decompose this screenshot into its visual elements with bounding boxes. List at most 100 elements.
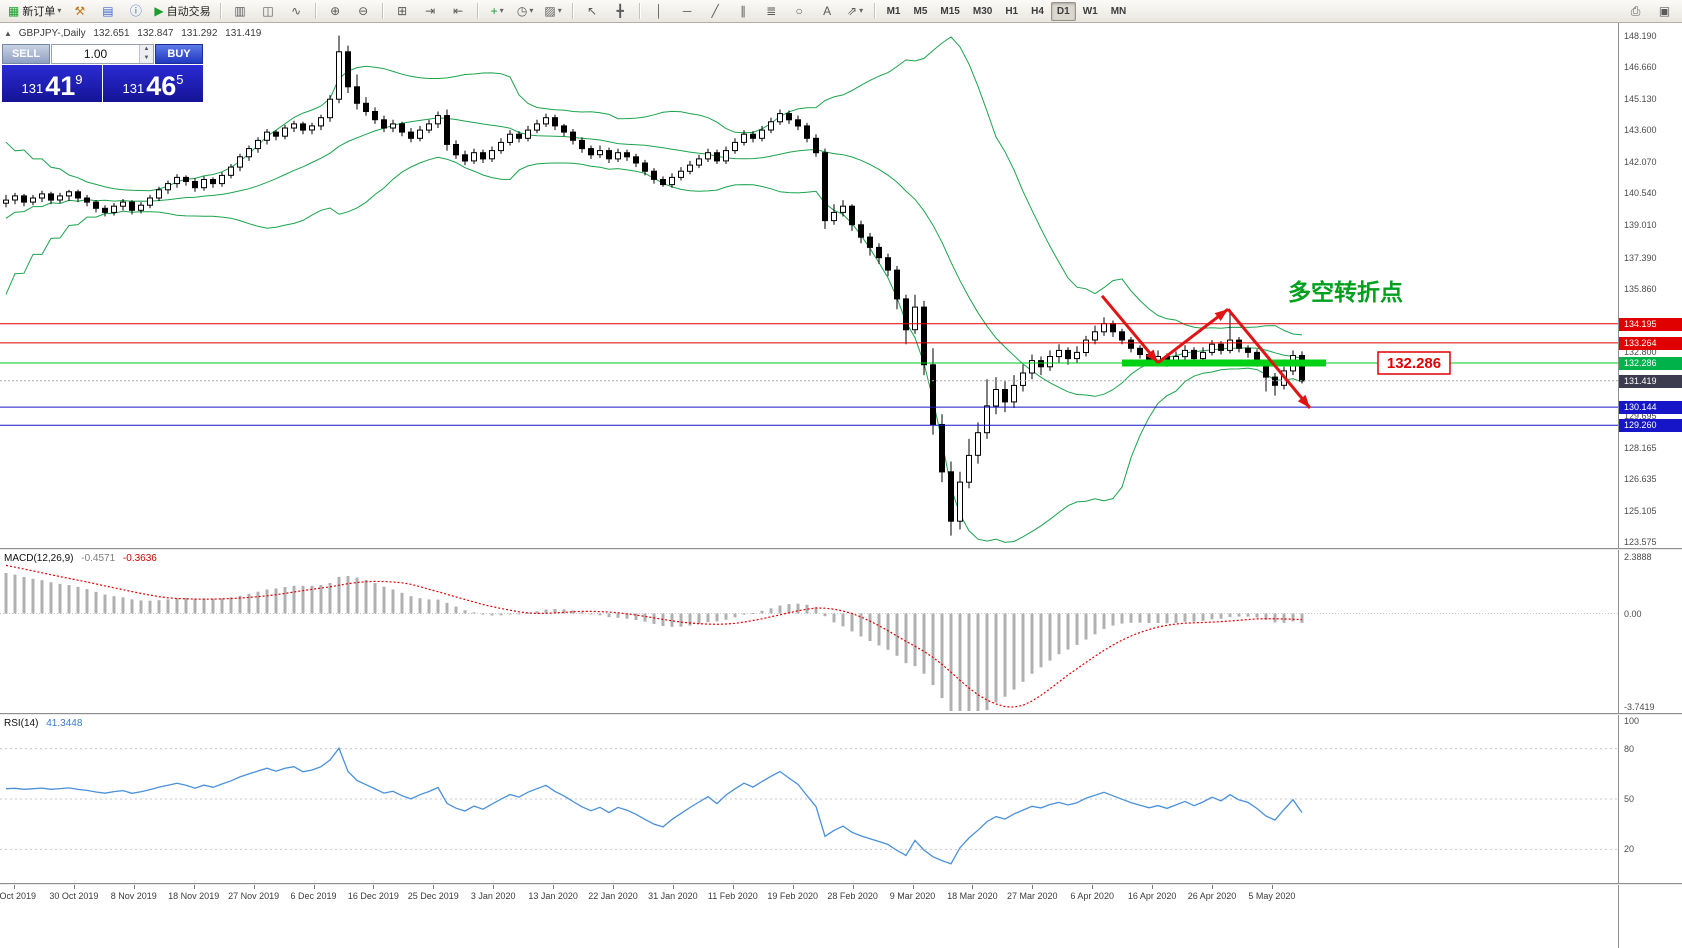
- templates-button[interactable]: ▨ ▾: [540, 1, 567, 22]
- timeframe-button-w1[interactable]: W1: [1082, 5, 1098, 17]
- new-window-button[interactable]: ▣: [1651, 1, 1678, 22]
- candlestick-icon: ◫: [262, 4, 274, 18]
- date-label: 9 Mar 2020: [889, 891, 936, 901]
- candlestick-chart-button[interactable]: ◫: [255, 1, 282, 22]
- rsi-pane[interactable]: [0, 715, 1618, 883]
- timeframe-button-m30[interactable]: M30: [972, 5, 993, 17]
- chart-shift-button[interactable]: ⇤: [445, 1, 472, 22]
- trend-arrows[interactable]: [1100, 294, 1312, 409]
- price-callout-box[interactable]: [1377, 351, 1451, 375]
- price-axis-label: 129.695: [1624, 411, 1657, 422]
- sell-price-display[interactable]: 131 41 9: [2, 65, 102, 102]
- price-axis[interactable]: 148.190 146.660 145.130 143.600 142.070 140.5…: [1618, 23, 1682, 948]
- timeframe-button-m5[interactable]: M5: [913, 5, 928, 17]
- close-value: 131.419: [225, 28, 262, 39]
- periods-button[interactable]: ◷ ▾: [512, 1, 539, 22]
- auto-scroll-button[interactable]: ⇥: [417, 1, 444, 22]
- horizontal-line-button[interactable]: ─: [674, 1, 701, 22]
- zoom-in-button[interactable]: ⊕: [322, 1, 349, 22]
- pane-separator[interactable]: [0, 713, 1682, 715]
- time-axis-tick: [493, 885, 495, 889]
- date-label: 22 Jan 2020: [588, 891, 638, 901]
- timeframe-button-mn[interactable]: MN: [1110, 5, 1127, 17]
- sell-price-figure: 131: [21, 81, 44, 96]
- date-label: 5 May 2020: [1248, 891, 1296, 901]
- date-label: 27 Nov 2019: [228, 891, 280, 901]
- bar-chart-button[interactable]: ▥: [227, 1, 254, 22]
- timeframe-button-m1[interactable]: M1: [886, 5, 901, 17]
- chevron-down-icon: ▾: [499, 6, 504, 15]
- timeframe-button-m15[interactable]: M15: [940, 5, 960, 17]
- bollinger-bands: [5, 36, 1303, 543]
- support-zone-bar[interactable]: [1122, 359, 1326, 367]
- time-axis[interactable]: 1 Oct 2019 30 Oct 2019 8 Nov 2019 18 Nov 20…: [0, 885, 1618, 948]
- fibonacci-icon: ≣: [766, 4, 777, 18]
- time-axis-tick: [1152, 885, 1154, 889]
- text-tool-button[interactable]: A: [814, 1, 841, 22]
- macd-axis-min: -3.7419: [1624, 702, 1655, 712]
- indicators-button[interactable]: + ▾: [484, 1, 511, 22]
- fibonacci-button[interactable]: ≣: [758, 1, 785, 22]
- price-tag-131.419: 131.419: [1619, 374, 1682, 388]
- sell-button[interactable]: SELL: [2, 44, 50, 64]
- macd-pane[interactable]: [0, 550, 1618, 713]
- print-button[interactable]: ⎙: [1622, 1, 1649, 22]
- line-chart-icon: ∿: [291, 4, 302, 18]
- pane-separator[interactable]: [0, 548, 1682, 550]
- vertical-line-button[interactable]: │: [646, 1, 673, 22]
- shapes-button[interactable]: ○: [786, 1, 813, 22]
- new-order-button[interactable]: ▦ 新订单 ▾: [4, 1, 65, 22]
- price-tag-133.264: 133.264: [1619, 336, 1682, 350]
- tile-windows-button[interactable]: ⊞: [389, 1, 416, 22]
- buy-price-pips: 46: [146, 71, 177, 101]
- price-axis-label: 143.600: [1624, 125, 1657, 136]
- chevron-down-icon: ▾: [57, 6, 62, 15]
- high-value: 132.847: [137, 28, 174, 39]
- date-label: 1 Oct 2019: [0, 891, 37, 901]
- volume-field[interactable]: 1.00 ▲ ▼: [51, 44, 154, 64]
- pane-separator[interactable]: [0, 883, 1682, 885]
- date-label: 3 Jan 2020: [470, 891, 516, 901]
- rsi-axis-label: 80: [1624, 743, 1635, 754]
- price-axis-label: 123.575: [1624, 537, 1657, 548]
- clock-icon: ◷: [516, 4, 528, 18]
- timeframe-button-h4[interactable]: H4: [1031, 5, 1044, 17]
- toolbar-separator: [381, 3, 384, 19]
- buy-button[interactable]: BUY: [155, 44, 203, 64]
- channel-button[interactable]: ∥: [730, 1, 757, 22]
- turning-point-annotation[interactable]: 多空转折点: [1288, 279, 1403, 305]
- one-click-trading-panel: SELL 1.00 ▲ ▼ BUY 131 41 9 131 46 5: [2, 44, 203, 102]
- time-axis-tick: [193, 885, 195, 889]
- spin-down-icon[interactable]: ▼: [140, 54, 153, 63]
- cursor-button[interactable]: ↖: [579, 1, 606, 22]
- info-button[interactable]: ⓘ: [122, 1, 149, 22]
- profiles-button[interactable]: ▤: [94, 1, 121, 22]
- date-label: 27 Mar 2020: [1007, 891, 1058, 901]
- autotrade-button[interactable]: ▶ 自动交易: [150, 1, 214, 22]
- time-axis-tick: [972, 885, 974, 889]
- date-label: 18 Mar 2020: [947, 891, 998, 901]
- timeframe-button-h1[interactable]: H1: [1005, 5, 1019, 17]
- date-label: 11 Feb 2020: [707, 891, 758, 901]
- buy-price-display[interactable]: 131 46 5: [103, 65, 203, 102]
- line-chart-button[interactable]: ∿: [283, 1, 310, 22]
- toolbar-separator: [638, 3, 641, 19]
- toolbar-separator: [873, 3, 876, 19]
- auto-scroll-icon: ⇥: [425, 4, 436, 18]
- main-chart-pane[interactable]: 多空转折点 132.286: [0, 23, 1618, 548]
- arrows-tool-button[interactable]: ⇗ ▾: [842, 1, 869, 22]
- horizontal-line-icon: ─: [682, 4, 692, 18]
- tools-button[interactable]: ⚒: [66, 1, 93, 22]
- symbol-period-label: GBPJPY-,Daily: [18, 28, 86, 39]
- volume-spinner[interactable]: ▲ ▼: [139, 45, 153, 63]
- rsi-axis-label: 50: [1624, 794, 1635, 804]
- panel-toggle-icon[interactable]: ▲: [4, 29, 12, 38]
- volume-value[interactable]: 1.00: [83, 47, 108, 61]
- crosshair-button[interactable]: ╋: [607, 1, 634, 22]
- timeframe-button-d1[interactable]: D1: [1050, 1, 1076, 21]
- profiles-icon: ▤: [102, 4, 114, 18]
- spin-up-icon[interactable]: ▲: [140, 45, 153, 54]
- zoom-out-button[interactable]: ⊖: [350, 1, 377, 22]
- trendline-button[interactable]: ╱: [702, 1, 729, 22]
- time-axis-tick: [133, 885, 135, 889]
